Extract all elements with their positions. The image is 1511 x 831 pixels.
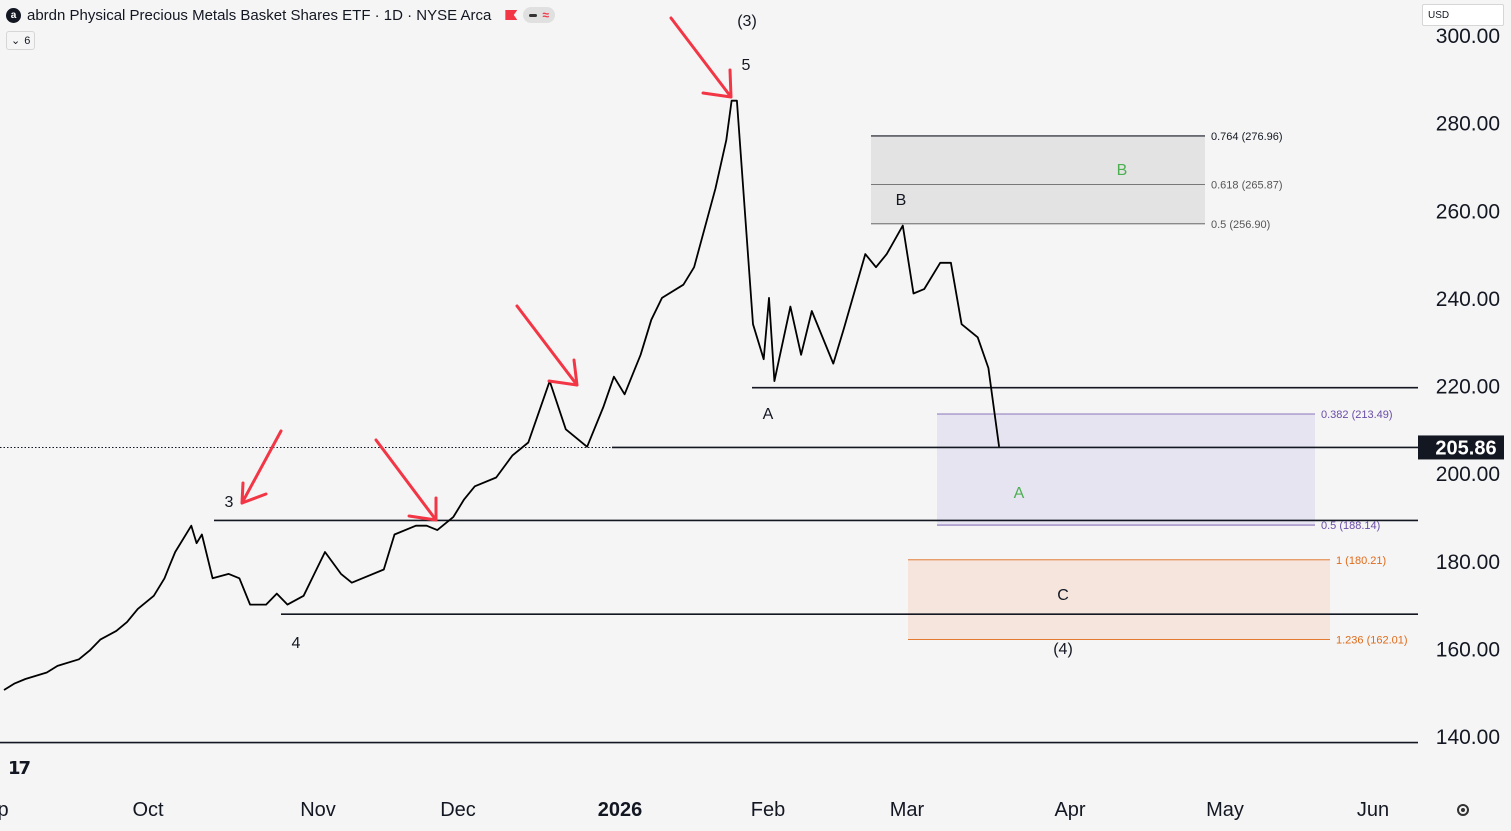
fib-label: 0.382 (213.49) <box>1321 409 1393 421</box>
b-target-zone <box>871 135 1205 224</box>
y-tick-label: 180.00 <box>1436 551 1500 574</box>
indicators-count: 6 <box>24 34 31 47</box>
x-tick-label: Feb <box>751 799 785 821</box>
wave-label: 5 <box>742 57 751 74</box>
fib-label: 1 (180.21) <box>1336 555 1386 567</box>
wave-label: B <box>1117 162 1128 179</box>
y-tick-label: 260.00 <box>1436 200 1500 223</box>
annotation-arrows-layer <box>240 16 733 522</box>
indicators-toggle[interactable]: ⌄ 6 <box>6 31 36 50</box>
wave-labels-layer: (3) 5 3 4 A B A B C (4) <box>225 13 1128 658</box>
chart-header: a abrdn Physical Precious Metals Basket … <box>6 4 555 26</box>
wave-icon: ≈ <box>542 8 549 22</box>
price-line-layer <box>3 99 1000 691</box>
minus-icon <box>529 13 538 17</box>
gear-icon[interactable] <box>1457 804 1469 816</box>
chevron-down-icon: ⌄ <box>11 35 21 47</box>
wave-label: (4) <box>1053 641 1073 658</box>
x-tick-label: Dec <box>440 799 476 821</box>
x-tick-label: 2026 <box>598 799 643 821</box>
y-tick-label: 140.00 <box>1436 726 1500 749</box>
y-tick-label: 160.00 <box>1436 638 1500 661</box>
a-target-zone <box>937 414 1315 526</box>
wave-label: C <box>1057 587 1069 604</box>
y-tick-label: 220.00 <box>1436 376 1500 399</box>
x-tick-label: Mar <box>890 799 925 821</box>
x-tick-label: p <box>0 799 9 821</box>
price-series-line <box>3 99 1000 691</box>
red-arrow <box>515 304 579 387</box>
fib-zones-layer <box>871 135 1330 640</box>
y-tick-label: 240.00 <box>1436 288 1500 311</box>
fib-label: 0.5 (256.90) <box>1211 219 1270 231</box>
red-arrow <box>669 16 733 99</box>
fib-label: 0.618 (265.87) <box>1211 180 1283 192</box>
wave-label: A <box>1014 485 1025 502</box>
last-price-badge: 205.86 <box>1418 435 1504 460</box>
y-tick-label: 200.00 <box>1436 463 1500 486</box>
tradingview-logo-icon: 17 <box>8 758 31 779</box>
fib-label: 0.764 (276.96) <box>1211 131 1283 143</box>
y-tick-label: 280.00 <box>1436 113 1500 136</box>
x-tick-label: Oct <box>132 799 164 821</box>
wave-label: B <box>896 192 907 209</box>
wave-label: 4 <box>292 635 301 652</box>
red-arrow <box>374 438 438 522</box>
currency-selector[interactable]: USD <box>1422 4 1504 26</box>
fib-label: 1.236 (162.01) <box>1336 635 1408 647</box>
y-tick-label: 300.00 <box>1436 25 1500 48</box>
symbol-title[interactable]: abrdn Physical Precious Metals Basket Sh… <box>27 6 492 24</box>
symbol-logo-icon: a <box>6 7 21 23</box>
indicator-pill[interactable]: ≈ <box>523 7 555 23</box>
x-tick-label: Jun <box>1357 799 1389 821</box>
time-axis: p Oct Nov Dec 2026 Feb Mar Apr May Jun <box>0 799 1389 821</box>
x-tick-label: May <box>1206 799 1244 821</box>
red-arrow <box>240 429 283 505</box>
x-tick-label: Nov <box>300 799 336 821</box>
fib-label: 0.5 (188.14) <box>1321 520 1380 532</box>
flag-icon[interactable] <box>505 10 518 20</box>
wave-label: (3) <box>737 13 757 30</box>
last-price-label: 205.86 <box>1435 437 1496 459</box>
wave-label: A <box>763 406 774 423</box>
fib-labels-layer: 0.764 (276.96) 0.618 (265.87) 0.5 (256.90)… <box>1211 131 1408 647</box>
wave-label: 3 <box>225 494 234 511</box>
price-axis: 140.00 160.00 180.00 200.00 220.00 240.00 260.… <box>1436 25 1500 749</box>
c-target-zone <box>908 559 1330 640</box>
x-tick-label: Apr <box>1054 799 1085 821</box>
